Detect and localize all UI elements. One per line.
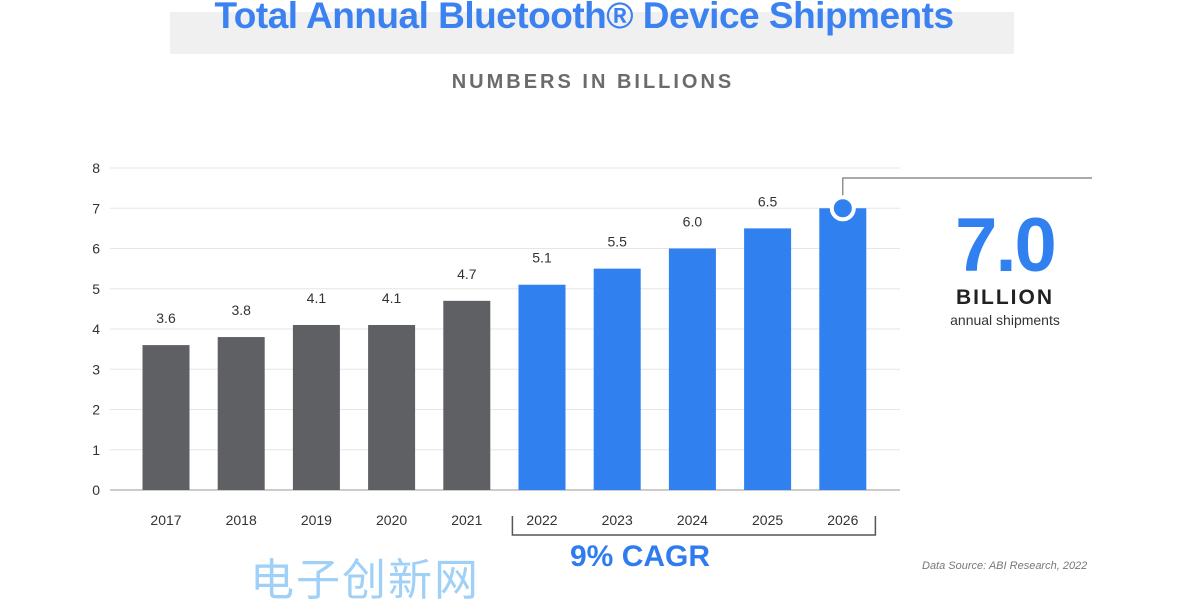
cagr-bracket: [511, 516, 877, 536]
chart-subtitle: NUMBERS IN BILLIONS: [451, 71, 735, 93]
bar-2019: [292, 324, 340, 490]
bar-2026: [819, 208, 867, 490]
value-label: 6.5: [758, 193, 778, 209]
y-tick-label: 0: [92, 482, 100, 498]
value-label: 4.7: [457, 266, 477, 282]
y-tick-label: 8: [92, 160, 100, 176]
bar-2025: [744, 228, 792, 490]
value-label: 4.1: [382, 290, 402, 306]
callout-description: annual shipments: [950, 312, 1060, 328]
x-tick-label: 2019: [301, 512, 332, 528]
x-tick-label: 2023: [602, 512, 633, 528]
x-tick-label: 2021: [451, 512, 482, 528]
bar-2021: [443, 300, 491, 490]
bar-2017: [142, 345, 190, 490]
value-label: 4.1: [307, 290, 327, 306]
bar-2023: [593, 268, 641, 490]
y-tick-label: 7: [92, 200, 100, 216]
y-tick-label: 3: [92, 361, 100, 377]
bar-2020: [368, 324, 416, 490]
x-tick-label: 2022: [526, 512, 557, 528]
y-tick-label: 1: [92, 442, 100, 458]
y-tick-label: 6: [92, 241, 100, 257]
x-tick-label: 2018: [226, 512, 257, 528]
x-tick-label: 2026: [827, 512, 858, 528]
value-label: 5.5: [607, 234, 627, 250]
value-label: 3.6: [156, 310, 176, 326]
x-tick-label: 2024: [677, 512, 708, 528]
watermark: 电子创新网: [250, 556, 480, 605]
x-tick-label: 2025: [752, 512, 783, 528]
value-label: 5.1: [532, 250, 552, 266]
value-label: 6.0: [683, 214, 703, 230]
y-tick-label: 2: [92, 402, 100, 418]
value-label: 3.8: [231, 302, 251, 318]
title-background: [170, 12, 1014, 54]
bar-2018: [217, 337, 265, 490]
bar-2024: [668, 248, 716, 490]
chart-title: Total Annual Bluetooth® Device Shipments: [214, 0, 954, 36]
callout-value: 7.0: [955, 203, 1057, 288]
x-tick-label: 2020: [376, 512, 407, 528]
cagr-label: 9% CAGR: [570, 540, 711, 573]
data-source: Data Source: ABI Research, 2022: [922, 560, 1088, 572]
bar-2022: [518, 284, 566, 490]
x-tick-label: 2017: [150, 512, 181, 528]
y-tick-label: 4: [92, 321, 100, 337]
y-tick-label: 5: [92, 281, 100, 297]
callout-unit: BILLION: [956, 286, 1054, 309]
callout-marker: [829, 195, 856, 222]
